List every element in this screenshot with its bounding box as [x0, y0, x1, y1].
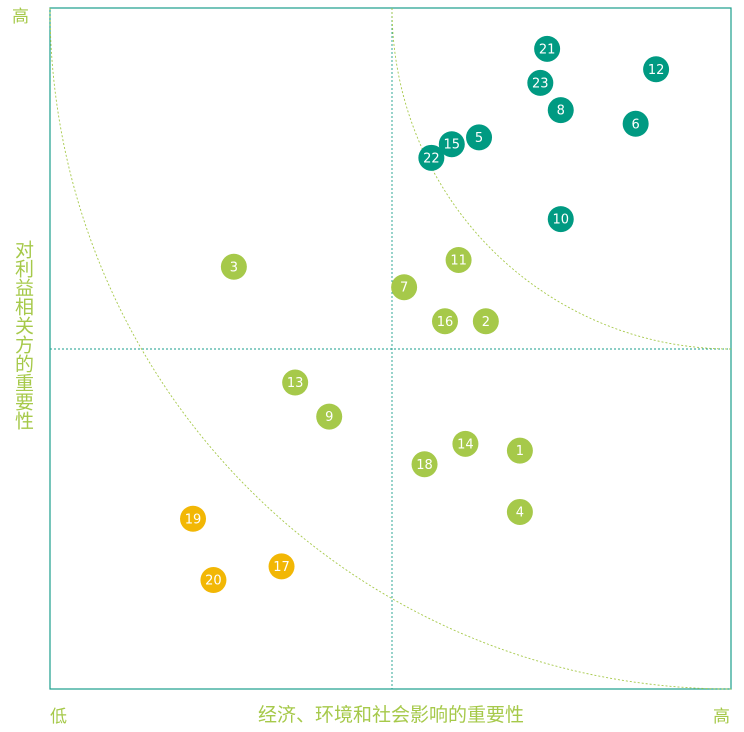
data-point-14: 14 [452, 430, 479, 457]
data-point-label: 12 [648, 63, 665, 78]
data-point-8: 8 [547, 97, 574, 124]
data-point-marker [643, 56, 670, 83]
data-point-marker [452, 430, 479, 457]
data-point-label: 7 [400, 281, 408, 296]
data-point-23: 23 [527, 69, 554, 96]
data-point-label: 22 [423, 151, 440, 166]
data-point-label: 2 [482, 315, 490, 330]
data-point-label: 14 [457, 437, 474, 452]
data-point-marker [431, 308, 458, 335]
data-point-label: 9 [325, 410, 333, 425]
data-point-marker [506, 437, 533, 464]
data-point-12: 12 [643, 56, 670, 83]
data-point-marker [220, 253, 247, 280]
data-point-label: 10 [552, 213, 569, 228]
data-point-marker [506, 498, 533, 525]
data-point-5: 5 [466, 124, 493, 151]
data-point-marker [527, 69, 554, 96]
data-point-marker [534, 35, 561, 62]
data-point-label: 3 [230, 260, 238, 275]
data-point-13: 13 [282, 369, 309, 396]
data-point-marker [268, 553, 295, 580]
data-point-marker [391, 274, 418, 301]
data-point-label: 6 [632, 117, 640, 132]
data-point-22: 22 [418, 144, 445, 171]
data-point-label: 4 [516, 505, 524, 520]
data-point-18: 18 [411, 451, 438, 478]
data-point-9: 9 [316, 403, 343, 430]
data-point-label: 18 [416, 458, 433, 473]
data-point-label: 5 [475, 131, 483, 146]
data-point-label: 19 [185, 512, 202, 527]
data-point-4: 4 [506, 498, 533, 525]
data-point-label: 17 [273, 560, 290, 575]
data-point-16: 16 [431, 308, 458, 335]
data-point-label: 21 [539, 42, 556, 57]
data-point-6: 6 [622, 110, 649, 137]
data-point-label: 15 [444, 138, 461, 153]
data-point-15: 15 [438, 131, 465, 158]
data-point-21: 21 [534, 35, 561, 62]
data-point-3: 3 [220, 253, 247, 280]
x-high-label: 高 [713, 707, 730, 727]
data-point-marker [547, 206, 574, 233]
data-point-label: 8 [557, 104, 565, 119]
data-point-label: 13 [287, 376, 304, 391]
data-point-marker [418, 144, 445, 171]
plot-frame [49, 7, 732, 690]
y-axis-label: 对利益相关方的重要性 [12, 240, 34, 430]
data-point-label: 23 [532, 76, 549, 91]
data-point-marker [466, 124, 493, 151]
data-point-marker [200, 567, 227, 594]
x-axis-label: 经济、环境和社会影响的重要性 [257, 704, 524, 726]
y-high-label: 高 [12, 7, 29, 27]
data-point-marker [180, 505, 207, 532]
data-point-marker [316, 403, 343, 430]
data-point-label: 11 [450, 253, 467, 268]
data-point-marker [411, 451, 438, 478]
data-point-marker [438, 131, 465, 158]
data-point-7: 7 [391, 274, 418, 301]
data-point-20: 20 [200, 567, 227, 594]
data-point-marker [445, 246, 472, 273]
low-threshold-curve [49, 7, 732, 690]
data-point-17: 17 [268, 553, 295, 580]
data-point-label: 16 [437, 315, 454, 330]
data-point-label: 1 [516, 444, 524, 459]
data-point-10: 10 [547, 206, 574, 233]
data-point-1: 1 [506, 437, 533, 464]
data-point-label: 20 [205, 574, 222, 589]
data-point-2: 2 [472, 308, 499, 335]
data-point-marker [472, 308, 499, 335]
data-point-19: 19 [180, 505, 207, 532]
data-point-marker [622, 110, 649, 137]
data-point-marker [547, 97, 574, 124]
x-low-label: 低 [50, 707, 67, 727]
data-point-11: 11 [445, 246, 472, 273]
high-threshold-curve [391, 7, 732, 350]
data-point-marker [282, 369, 309, 396]
